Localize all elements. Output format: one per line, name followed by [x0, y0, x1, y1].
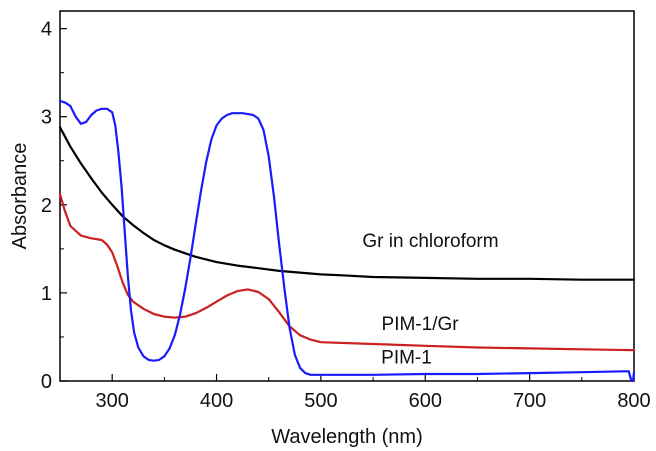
y-tick-label: 3 [41, 107, 52, 129]
x-tick-label: 600 [409, 390, 442, 412]
series-line-pim-1 [58, 99, 636, 383]
x-tick-label: 400 [200, 390, 233, 412]
y-tick-label: 2 [41, 195, 52, 217]
y-axis-title: Absorbance [9, 143, 31, 250]
series-label-gr-in-chloroform: Gr in chloroform [362, 231, 498, 252]
y-tick-label: 4 [41, 19, 52, 41]
y-tick-labels: 0 1 2 3 4 [41, 19, 52, 393]
annotation-layer: Gr in chloroform PIM-1/Gr PIM-1 [362, 231, 498, 368]
x-axis-title: Wavelength (nm) [271, 426, 423, 448]
series-layer [58, 99, 636, 383]
plot-frame [59, 10, 635, 382]
series-line-pim-1-gr [58, 193, 636, 352]
x-tick-label: 700 [513, 390, 546, 412]
y-tick-label: 0 [41, 371, 52, 393]
x-tick-label: 300 [95, 390, 128, 412]
series-line-gr-in-chloroform [58, 126, 636, 281]
series-label-pim-1-gr: PIM-1/Gr [382, 314, 460, 335]
y-tick-label: 1 [41, 283, 52, 305]
series-label-pim-1: PIM-1 [381, 347, 432, 368]
x-tick-labels: 300 400 500 600 700 800 [95, 390, 650, 412]
x-tick-label: 500 [304, 390, 337, 412]
x-tick-label: 800 [617, 390, 650, 412]
